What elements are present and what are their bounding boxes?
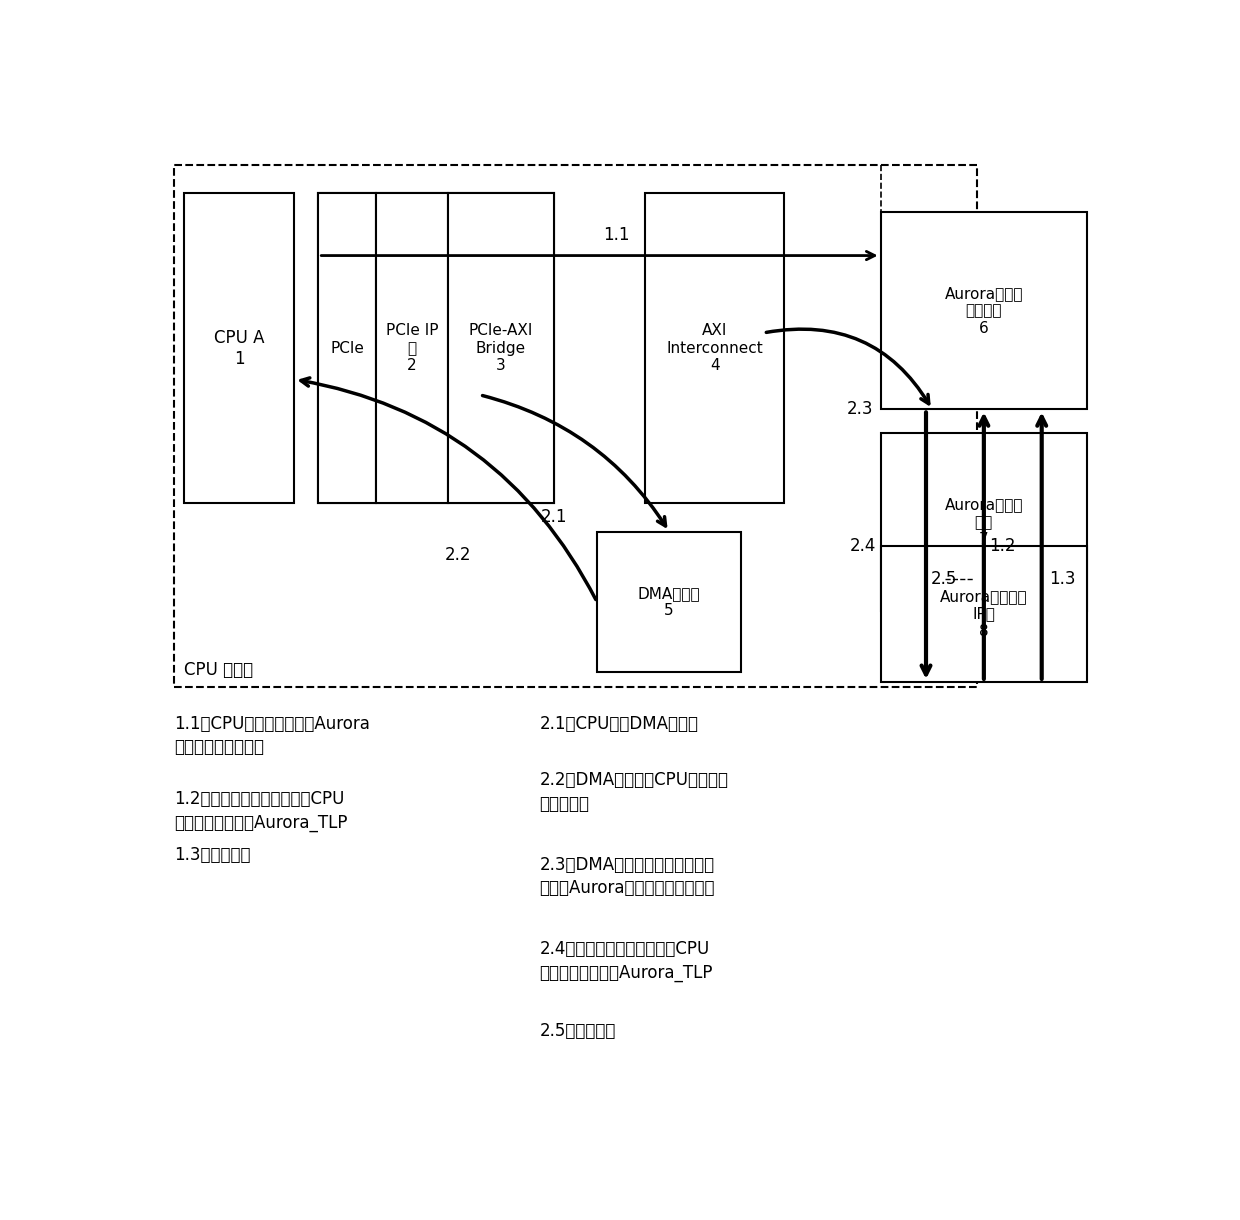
- Bar: [319, 194, 554, 504]
- Bar: [319, 194, 376, 504]
- Text: 2.5: 2.5: [931, 570, 957, 588]
- Text: PCIe: PCIe: [330, 340, 365, 356]
- Bar: [376, 194, 448, 504]
- Text: 2.2：DMA控制器从CPU内存中取
出数据负载: 2.2：DMA控制器从CPU内存中取 出数据负载: [539, 771, 728, 813]
- Text: 1.1：CPU直接将数据写入Aurora
传输层协议映射模块: 1.1：CPU直接将数据写入Aurora 传输层协议映射模块: [174, 715, 370, 756]
- Text: Aurora总线接口
IP核
8: Aurora总线接口 IP核 8: [940, 589, 1028, 638]
- Text: 1.3：对端应答: 1.3：对端应答: [174, 847, 250, 864]
- Text: 1.2: 1.2: [988, 537, 1016, 555]
- Text: DMA控制器
5: DMA控制器 5: [637, 586, 701, 619]
- Text: 1.2：传输层协议映射模块将CPU
的写入事务转换成Aurora_TLP: 1.2：传输层协议映射模块将CPU 的写入事务转换成Aurora_TLP: [174, 789, 347, 832]
- Text: Aurora链路层
管理
7: Aurora链路层 管理 7: [945, 498, 1023, 547]
- Bar: [645, 194, 785, 504]
- Bar: [184, 194, 294, 504]
- Text: 2.2: 2.2: [444, 547, 471, 564]
- Text: 2.1：CPU配置DMA控制器: 2.1：CPU配置DMA控制器: [539, 715, 698, 733]
- Text: 1.3: 1.3: [1049, 570, 1076, 588]
- Bar: [174, 165, 977, 687]
- Text: PCIe-AXI
Bridge
3: PCIe-AXI Bridge 3: [469, 323, 533, 373]
- Text: 2.5：对端应答: 2.5：对端应答: [539, 1022, 616, 1039]
- Text: 2.4: 2.4: [849, 537, 875, 555]
- Text: Aurora传输层
协议映射
6: Aurora传输层 协议映射 6: [945, 285, 1023, 336]
- Bar: [596, 532, 742, 672]
- Text: 2.1: 2.1: [541, 509, 567, 527]
- Bar: [448, 194, 554, 504]
- Bar: [880, 433, 1087, 611]
- Text: CPU 地址域: CPU 地址域: [184, 661, 253, 680]
- Text: CPU A
1: CPU A 1: [213, 329, 264, 367]
- Text: 2.3：DMA控制器将取出的数据负
载写入Aurora传输层协议映射模块: 2.3：DMA控制器将取出的数据负 载写入Aurora传输层协议映射模块: [539, 855, 715, 897]
- Text: 1.1: 1.1: [603, 226, 630, 244]
- Bar: [880, 212, 1087, 410]
- Text: AXI
Interconnect
4: AXI Interconnect 4: [666, 323, 763, 373]
- Text: 2.4：传输层协议映射模块将CPU
的写入事务转换成Aurora_TLP: 2.4：传输层协议映射模块将CPU 的写入事务转换成Aurora_TLP: [539, 941, 713, 982]
- Bar: [880, 545, 1087, 682]
- Text: 2.3: 2.3: [847, 400, 873, 418]
- Text: PCIe IP
核
2: PCIe IP 核 2: [386, 323, 438, 373]
